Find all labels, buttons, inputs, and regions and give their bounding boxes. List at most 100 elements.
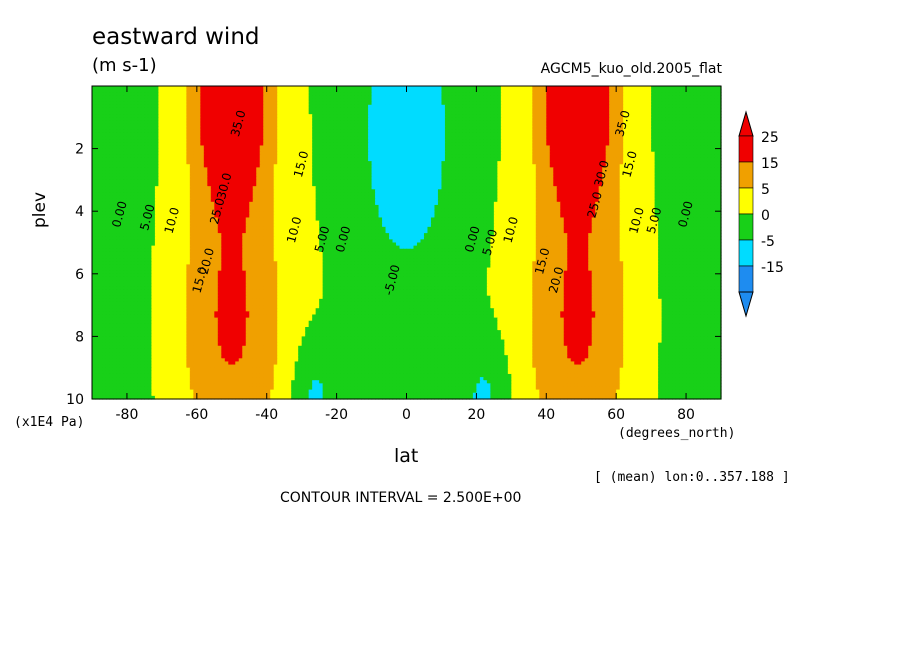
field-cell xyxy=(535,111,540,115)
field-cell xyxy=(423,98,429,103)
field-cell xyxy=(102,89,107,93)
field-cell xyxy=(231,92,236,96)
field-cell xyxy=(126,114,132,118)
field-cell xyxy=(668,92,673,96)
field-cell xyxy=(116,92,121,96)
field-cell xyxy=(689,95,694,100)
field-cell xyxy=(354,120,359,125)
field-cell xyxy=(210,117,215,122)
field-cell xyxy=(637,111,642,115)
field-cell xyxy=(354,104,359,109)
field-cell xyxy=(413,95,418,100)
field-cell xyxy=(179,111,184,115)
field-cell xyxy=(336,86,341,90)
field-cell xyxy=(700,86,705,90)
field-cell xyxy=(350,104,355,109)
field-cell xyxy=(179,120,184,125)
field-cell xyxy=(679,98,684,103)
field-cell xyxy=(581,120,586,125)
field-cell xyxy=(430,117,436,122)
field-cell xyxy=(483,107,488,112)
field-cell xyxy=(266,95,271,100)
field-cell xyxy=(98,95,104,100)
field-cell xyxy=(319,117,324,122)
field-cell xyxy=(217,92,222,96)
field-cell xyxy=(581,98,586,103)
field-cell xyxy=(518,104,523,109)
field-cell xyxy=(347,89,352,93)
field-cell xyxy=(123,86,128,90)
field-cell xyxy=(560,101,565,106)
field-cell xyxy=(133,104,139,109)
field-cell xyxy=(416,107,422,112)
field-cell xyxy=(710,95,715,100)
field-cell xyxy=(140,95,146,100)
field-cell xyxy=(413,107,418,112)
field-cell xyxy=(95,101,100,106)
field-cell xyxy=(546,95,551,100)
field-cell xyxy=(675,98,680,103)
field-cell xyxy=(263,107,268,112)
field-cell xyxy=(361,104,366,109)
field-cell xyxy=(350,92,355,96)
field-cell xyxy=(682,117,687,122)
field-cell xyxy=(291,101,296,106)
field-cell xyxy=(707,101,712,106)
field-cell xyxy=(574,86,579,90)
field-cell xyxy=(343,92,348,96)
field-cell xyxy=(563,89,568,93)
field-cell xyxy=(378,101,383,106)
field-cell xyxy=(647,86,652,90)
field-cell xyxy=(416,101,422,106)
field-cell xyxy=(619,92,624,96)
field-cell xyxy=(714,89,719,93)
field-cell xyxy=(479,101,484,106)
field-cell xyxy=(221,111,226,115)
field-cell xyxy=(385,95,390,100)
field-cell xyxy=(347,92,352,96)
field-cell xyxy=(507,107,512,112)
field-cell xyxy=(437,111,443,115)
field-cell xyxy=(651,107,656,112)
field-cell xyxy=(486,86,491,90)
field-cell xyxy=(444,95,450,100)
field-cell xyxy=(521,95,526,100)
field-cell xyxy=(465,107,470,112)
field-cell xyxy=(665,104,670,109)
field-cell xyxy=(371,107,376,112)
field-cell xyxy=(140,89,146,93)
field-cell xyxy=(640,111,645,115)
field-cell xyxy=(623,98,628,103)
field-cell xyxy=(378,111,383,115)
field-cell xyxy=(273,86,278,90)
field-cell xyxy=(430,107,436,112)
field-cell xyxy=(567,111,572,115)
field-cell xyxy=(444,98,450,103)
field-cell xyxy=(343,86,348,90)
field-cell xyxy=(95,104,100,109)
field-cell xyxy=(455,92,460,96)
field-cell xyxy=(427,98,432,103)
field-cell xyxy=(203,111,208,115)
field-cell xyxy=(682,86,687,90)
field-cell xyxy=(382,111,387,115)
field-cell xyxy=(500,117,505,122)
field-cell xyxy=(319,107,324,112)
field-cell xyxy=(416,104,422,109)
field-cell xyxy=(423,92,429,96)
field-cell xyxy=(294,111,299,115)
field-cell xyxy=(270,89,275,93)
field-cell xyxy=(665,111,670,115)
field-cell xyxy=(465,95,470,100)
field-cell xyxy=(539,89,544,93)
field-cell xyxy=(126,92,132,96)
field-cell xyxy=(479,111,484,115)
field-cell xyxy=(319,120,324,125)
field-cell xyxy=(686,98,691,103)
field-cell xyxy=(284,114,289,118)
field-cell xyxy=(462,86,467,90)
field-cell xyxy=(105,101,111,106)
field-cell xyxy=(637,98,642,103)
field-cell xyxy=(483,86,488,90)
field-cell xyxy=(423,101,429,106)
